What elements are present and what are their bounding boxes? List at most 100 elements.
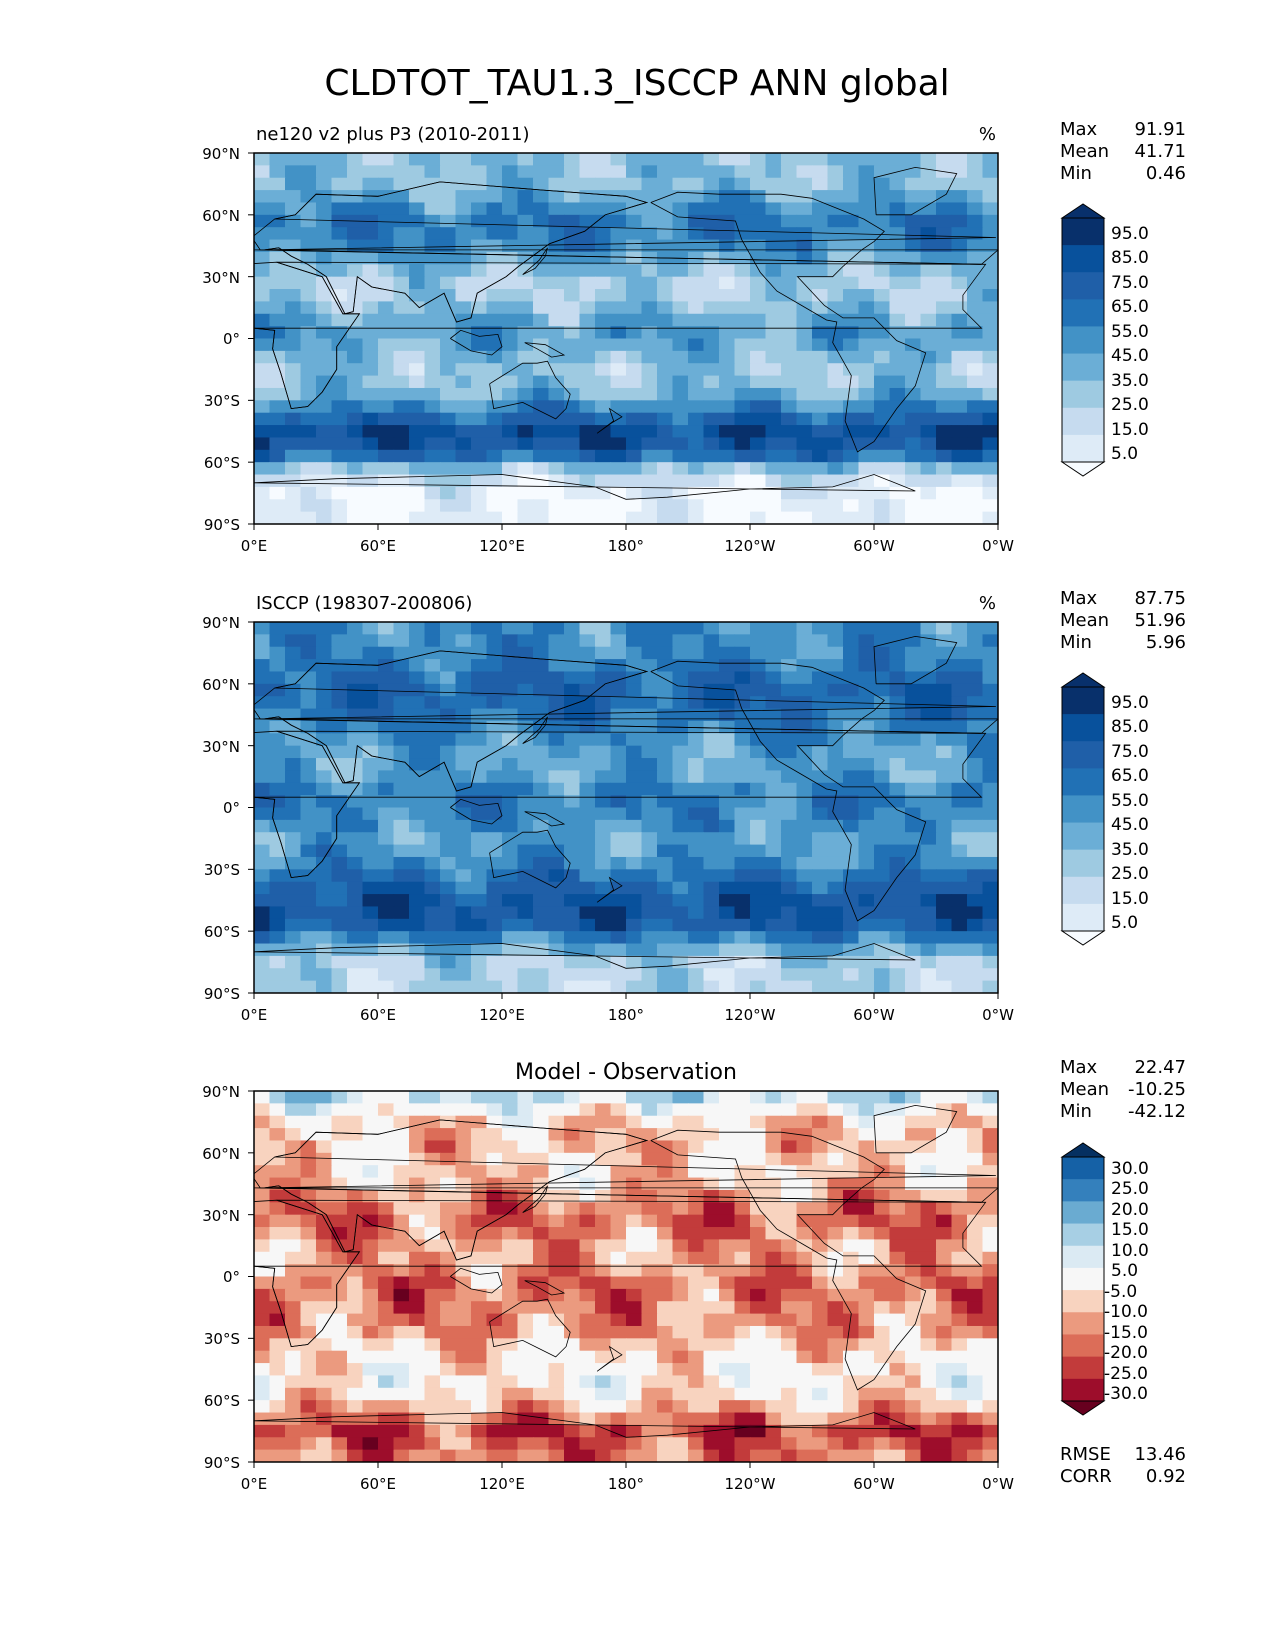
colorbar-tick-label: 25.0 [1111, 1179, 1149, 1199]
field-cell [688, 1375, 705, 1389]
field-cell [982, 1239, 998, 1253]
field-cell [626, 425, 643, 439]
field-cell [564, 758, 581, 771]
field-cell [734, 1115, 751, 1129]
field-cell [920, 844, 937, 858]
field-cell [610, 1363, 627, 1377]
field-cell [455, 1177, 472, 1191]
field-cell [936, 1189, 953, 1203]
field-cell [641, 264, 658, 278]
field-cell [672, 1387, 689, 1401]
field-cell [889, 1350, 906, 1364]
field-cell [564, 289, 581, 302]
field-cell [641, 1177, 658, 1191]
field-cell [533, 1115, 550, 1129]
field-cell [626, 251, 643, 265]
field-cell [874, 202, 891, 216]
field-cell [564, 807, 581, 821]
field-cell [905, 931, 922, 945]
field-cell [533, 363, 550, 377]
field-cell [920, 289, 937, 302]
field-cell [889, 1202, 906, 1216]
field-cell [347, 1350, 364, 1364]
field-cell [827, 708, 844, 722]
field-cell [750, 1288, 767, 1302]
field-cell [812, 350, 829, 364]
field-cell [362, 1400, 379, 1414]
field-cell [889, 770, 906, 784]
field-cell [300, 1128, 317, 1142]
field-cell [781, 1177, 798, 1191]
field-cell [951, 214, 968, 228]
field-cell [951, 931, 968, 945]
field-cell [982, 955, 998, 969]
field-cell [874, 1301, 891, 1315]
field-cell [641, 437, 658, 451]
field-cell [936, 239, 953, 253]
field-cell [455, 214, 472, 228]
field-cell [455, 671, 472, 685]
field-cell [378, 819, 395, 833]
field-cell [564, 338, 581, 352]
panel-reference-title: ISCCP (198307-200806) [256, 593, 472, 614]
field-cell [347, 881, 364, 895]
field-cell [502, 807, 519, 821]
field-cell [517, 264, 534, 278]
field-cell [316, 153, 333, 166]
field-cell [440, 350, 457, 364]
field-cell [967, 745, 984, 759]
field-cell [533, 1301, 550, 1315]
field-cell [796, 437, 813, 451]
field-cell [812, 338, 829, 352]
field-cell [486, 1165, 503, 1179]
field-cell [347, 400, 364, 414]
field-cell [657, 400, 674, 414]
field-cell [812, 918, 829, 932]
field-cell [703, 856, 720, 870]
field-cell [517, 807, 534, 821]
field-cell [595, 264, 612, 278]
field-cell [285, 375, 302, 389]
field-cell [502, 1387, 519, 1401]
field-cell [641, 276, 658, 290]
field-cell [641, 906, 658, 920]
field-cell [812, 326, 829, 340]
field-cell [486, 1276, 503, 1290]
field-cell [347, 264, 364, 278]
field-cell [254, 1424, 271, 1438]
field-cell [750, 511, 767, 524]
field-cell [517, 758, 534, 771]
field-cell [719, 1301, 736, 1315]
field-cell [703, 313, 720, 327]
field-cell [564, 1412, 581, 1426]
field-cell [843, 1152, 860, 1166]
field-cell [703, 511, 720, 524]
field-cell [285, 1239, 302, 1253]
field-cell [378, 400, 395, 414]
field-cell [719, 190, 736, 204]
field-cell [982, 177, 998, 191]
field-cell [889, 499, 906, 513]
field-cell [657, 943, 674, 957]
field-cell [889, 1325, 906, 1339]
field-cell [471, 1449, 488, 1462]
field-cell [610, 968, 627, 982]
field-cell [889, 622, 906, 635]
field-cell [362, 1437, 379, 1451]
field-cell [362, 1128, 379, 1142]
field-cell [688, 1227, 705, 1240]
field-cell [579, 622, 596, 635]
field-cell [347, 350, 364, 364]
field-cell [347, 894, 364, 908]
field-cell [827, 387, 844, 401]
field-cell [626, 708, 643, 722]
field-cell [548, 511, 565, 524]
field-cell [812, 1363, 829, 1377]
field-cell [796, 659, 813, 673]
field-cell [362, 758, 379, 771]
field-cell [905, 511, 922, 524]
field-cell [874, 412, 891, 426]
field-cell [920, 1350, 937, 1364]
field-cell [362, 819, 379, 833]
field-cell [595, 720, 612, 734]
